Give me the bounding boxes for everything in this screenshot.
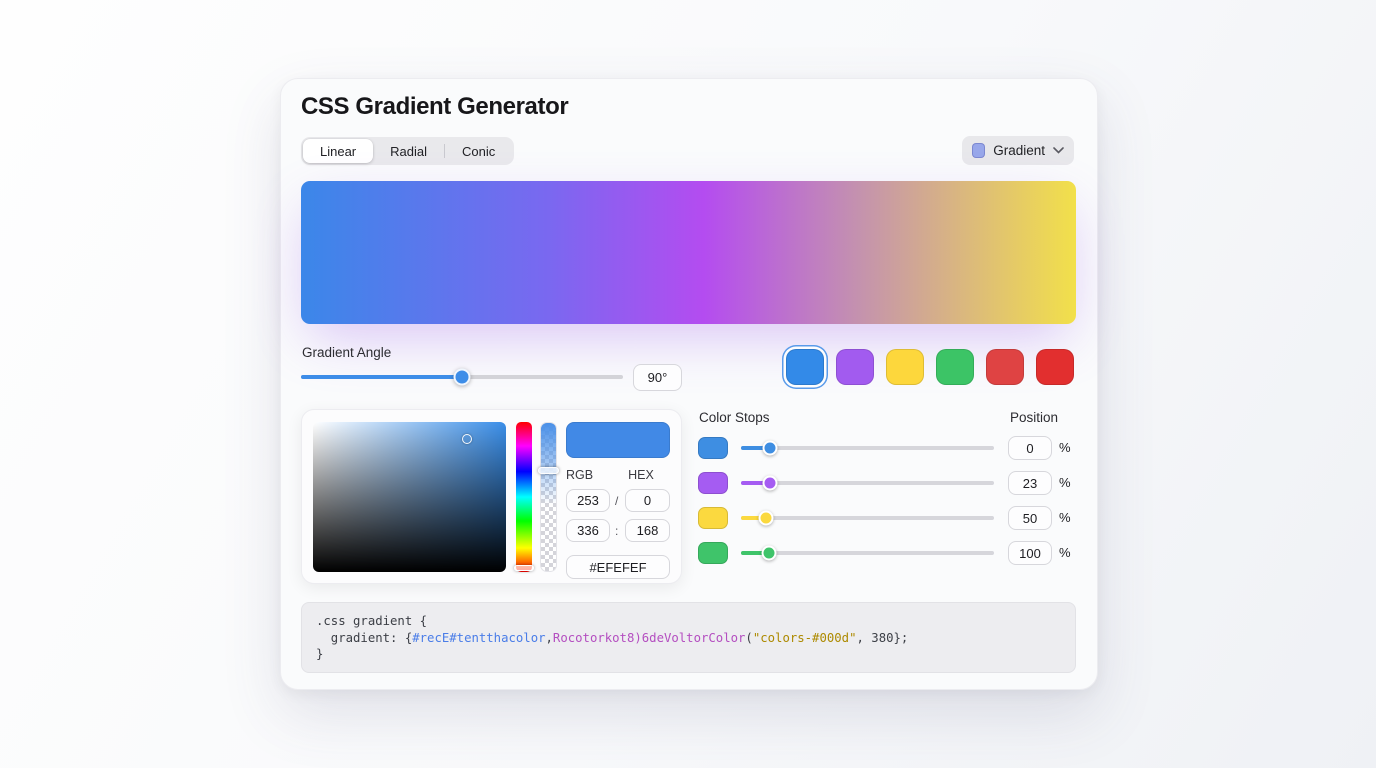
code-string: "colors-#000d"	[752, 630, 857, 645]
alpha-gradient	[541, 423, 556, 571]
app-window: CSS Gradient Generator Linear Radial Con…	[280, 78, 1098, 690]
palette-swatch-purple[interactable]	[836, 349, 874, 385]
stop-thumb[interactable]	[762, 475, 778, 491]
gradient-angle-label: Gradient Angle	[302, 345, 392, 360]
gradient-preview	[301, 181, 1076, 324]
stop-position-value[interactable]: 100	[1008, 541, 1052, 565]
slider-thumb[interactable]	[453, 368, 471, 386]
value-separator: :	[615, 523, 619, 538]
color-value-field-3[interactable]: 336	[566, 519, 610, 542]
color-value-field-1[interactable]: 253	[566, 489, 610, 512]
stop-position-slider[interactable]	[741, 439, 994, 457]
palette-swatch-dark-red[interactable]	[1036, 349, 1074, 385]
tab-conic[interactable]: Conic	[445, 139, 512, 163]
stop-row-purple: 23 %	[698, 470, 1076, 496]
percent-sign: %	[1059, 545, 1071, 560]
stop-thumb[interactable]	[762, 440, 778, 456]
code-text: (	[745, 630, 753, 645]
saturation-cursor[interactable]	[462, 433, 473, 444]
stop-position-value[interactable]: 0	[1008, 436, 1052, 460]
slider-fill	[301, 375, 462, 379]
stop-position-slider[interactable]	[741, 509, 994, 527]
code-text: , 380};	[856, 630, 909, 645]
stop-position-value[interactable]: 23	[1008, 471, 1052, 495]
stop-thumb[interactable]	[761, 545, 777, 561]
gradient-type-tabs: Linear Radial Conic	[301, 137, 515, 165]
palette-swatch-blue[interactable]	[786, 349, 824, 385]
color-value-field-4[interactable]: 168	[625, 519, 670, 542]
stop-row-yellow: 50 %	[698, 505, 1076, 531]
palette-swatch-red[interactable]	[986, 349, 1024, 385]
color-picker-panel: RGB HEX 253 / 0 336 : 168 #EFEFEF	[301, 409, 682, 584]
palette-swatch-yellow[interactable]	[886, 349, 924, 385]
stop-thumb[interactable]	[758, 510, 774, 526]
code-text: .css gradient {	[316, 614, 428, 628]
tab-radial[interactable]: Radial	[373, 139, 444, 163]
alpha-handle[interactable]	[538, 467, 559, 475]
gradient-mode-dropdown[interactable]: Gradient	[962, 136, 1074, 165]
hex-value-field[interactable]: #EFEFEF	[566, 555, 670, 579]
palette-swatch-green[interactable]	[936, 349, 974, 385]
stop-position-value[interactable]: 50	[1008, 506, 1052, 530]
chevron-down-icon	[1053, 147, 1064, 154]
gradient-angle-slider[interactable]	[301, 368, 623, 386]
code-text: ,	[545, 630, 553, 645]
rgb-label: RGB	[566, 468, 594, 482]
color-stops-title: Color Stops	[699, 410, 770, 425]
stop-row-green: 100 %	[698, 540, 1076, 566]
stop-position-slider[interactable]	[741, 474, 994, 492]
stop-swatch[interactable]	[698, 507, 728, 529]
code-text: gradient: {	[316, 630, 413, 645]
stop-swatch[interactable]	[698, 472, 728, 494]
hue-slider[interactable]	[514, 422, 534, 572]
percent-sign: %	[1059, 510, 1071, 525]
percent-sign: %	[1059, 440, 1071, 455]
color-value-field-2[interactable]: 0	[625, 489, 670, 512]
hue-handle[interactable]	[514, 564, 534, 571]
tab-divider	[444, 144, 445, 158]
gradient-mode-label: Gradient	[993, 143, 1045, 158]
gradient-mode-icon	[972, 143, 986, 158]
saturation-brightness-area[interactable]	[313, 422, 506, 572]
stop-swatch[interactable]	[698, 542, 728, 564]
percent-sign: %	[1059, 475, 1071, 490]
hex-label: HEX	[628, 468, 654, 482]
code-token: #recE#tentthacolor	[412, 630, 546, 645]
gradient-angle-value[interactable]: 90°	[633, 364, 682, 391]
current-color-preview	[566, 422, 670, 458]
value-separator: /	[615, 493, 619, 508]
css-output-code: .css gradient { gradient: {#recE#tenttha…	[301, 602, 1076, 673]
tab-linear[interactable]: Linear	[303, 139, 374, 163]
stop-row-blue: 0 %	[698, 435, 1076, 461]
stop-swatch[interactable]	[698, 437, 728, 459]
color-stops-section: Color Stops Position 0 % 23 %	[698, 409, 1076, 565]
page-title: CSS Gradient Generator	[301, 93, 569, 120]
stop-position-slider[interactable]	[741, 544, 994, 562]
alpha-slider[interactable]	[538, 422, 559, 572]
color-palette	[786, 349, 1074, 385]
position-label: Position	[1010, 410, 1059, 425]
code-text: }	[316, 647, 324, 661]
code-token: Rocotorkot8)6deVoltorColor	[552, 630, 746, 645]
